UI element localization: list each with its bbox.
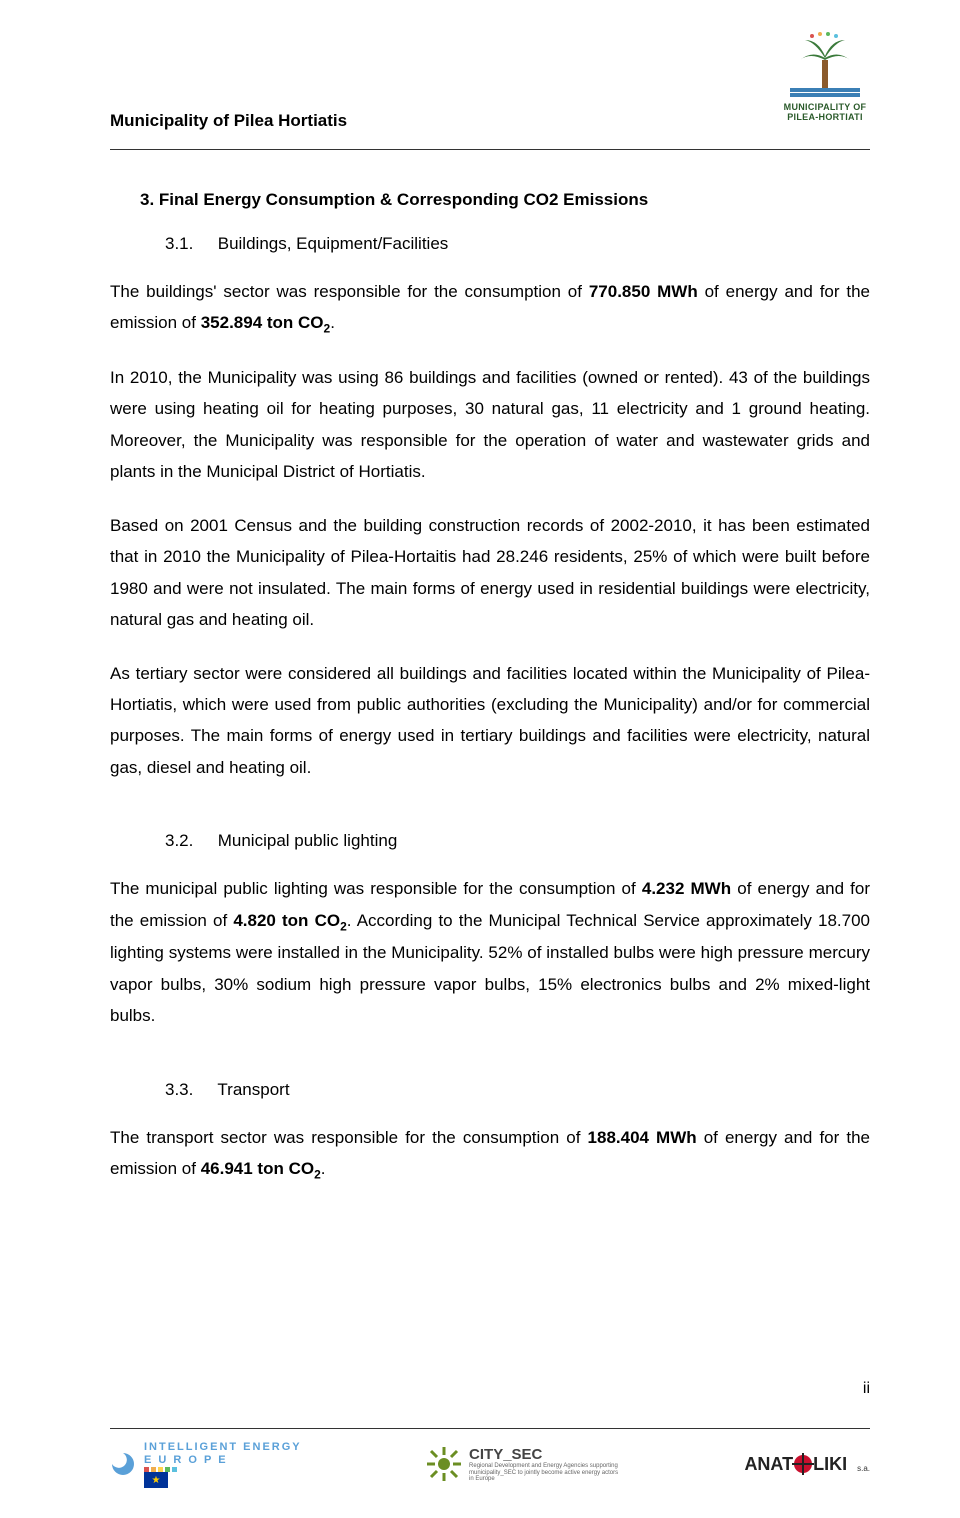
- logo-text-line2: PILEA-HORTIATI: [770, 112, 880, 122]
- section-3-1-paragraph-3: Based on 2001 Census and the building co…: [110, 510, 870, 636]
- anatoliki-sa: s.a.: [857, 1464, 870, 1473]
- bold-value: 4.820 ton CO: [233, 911, 340, 930]
- section-3-3-paragraph-1: The transport sector was responsible for…: [110, 1122, 870, 1186]
- bold-value: 46.941 ton CO: [201, 1159, 314, 1178]
- section-3-1-title: Buildings, Equipment/Facilities: [218, 234, 449, 253]
- ie-text-line2: E U R O P E: [144, 1454, 228, 1466]
- ie-text-line1: INTELLIGENT ENERGY: [144, 1441, 302, 1454]
- footer-anatoliki-logo: ANATLIKI s.a.: [744, 1454, 870, 1475]
- document-page: Municipality of Pilea Hortiatis MUNICIPA…: [0, 0, 960, 1518]
- swirl-icon: [110, 1451, 136, 1477]
- bold-value: 188.404 MWh: [588, 1128, 697, 1147]
- anatoliki-text: ANATLIKI: [744, 1454, 847, 1475]
- section-3-1-heading: 3.1. Buildings, Equipment/Facilities: [165, 234, 870, 254]
- text-span: The municipal public lighting was respon…: [110, 879, 642, 898]
- municipality-logo: MUNICIPALITY OF PILEA-HORTIATI: [770, 30, 880, 140]
- text-span: The buildings' sector was responsible fo…: [110, 282, 589, 301]
- logo-text-line1: MUNICIPALITY OF: [770, 102, 880, 112]
- page-number: ii: [863, 1380, 870, 1398]
- text-span: .: [330, 313, 335, 332]
- section-3-1-paragraph-4: As tertiary sector were considered all b…: [110, 658, 870, 784]
- section-3-heading: 3. Final Energy Consumption & Correspond…: [140, 190, 870, 210]
- bold-value: 352.894 ton CO: [201, 313, 324, 332]
- page-footer: INTELLIGENT ENERGY E U R O P E ★: [110, 1428, 870, 1488]
- section-3-1-paragraph-1: The buildings' sector was responsible fo…: [110, 276, 870, 340]
- subscript-2: 2: [340, 919, 347, 933]
- text-span: .: [321, 1159, 326, 1178]
- section-3-title: Final Energy Consumption & Corresponding…: [159, 190, 648, 209]
- section-3-2-heading: 3.2. Municipal public lighting: [165, 831, 870, 851]
- section-3-2-number: 3.2.: [165, 831, 213, 851]
- section-3-number: 3.: [140, 190, 154, 209]
- page-header: Municipality of Pilea Hortiatis MUNICIPA…: [110, 50, 870, 150]
- sunburst-icon: [427, 1447, 461, 1481]
- citysec-subtitle: Regional Development and Energy Agencies…: [469, 1463, 619, 1483]
- footer-citysec-logo: CITY_SEC Regional Development and Energy…: [427, 1446, 619, 1483]
- text-span: The transport sector was responsible for…: [110, 1128, 588, 1147]
- section-3-2-title: Municipal public lighting: [218, 831, 398, 850]
- citysec-text: CITY_SEC: [469, 1446, 619, 1463]
- section-3-1-paragraph-2: In 2010, the Municipality was using 86 b…: [110, 362, 870, 488]
- section-3-3-number: 3.3.: [165, 1080, 213, 1100]
- section-3-3-title: Transport: [217, 1080, 289, 1099]
- bold-value: 770.850 MWh: [589, 282, 698, 301]
- section-3-1-number: 3.1.: [165, 234, 213, 254]
- footer-intelligent-energy-logo: INTELLIGENT ENERGY E U R O P E ★: [110, 1441, 302, 1488]
- section-3-3-heading: 3.3. Transport: [165, 1080, 870, 1100]
- palm-tree-icon: [790, 30, 860, 100]
- header-title: Municipality of Pilea Hortiatis: [110, 111, 347, 131]
- bold-value: 4.232 MWh: [642, 879, 731, 898]
- red-dot-icon: [794, 1455, 812, 1473]
- eu-flag-icon: ★: [144, 1472, 168, 1488]
- section-3-2-paragraph-1: The municipal public lighting was respon…: [110, 873, 870, 1031]
- subscript-2: 2: [314, 1167, 321, 1181]
